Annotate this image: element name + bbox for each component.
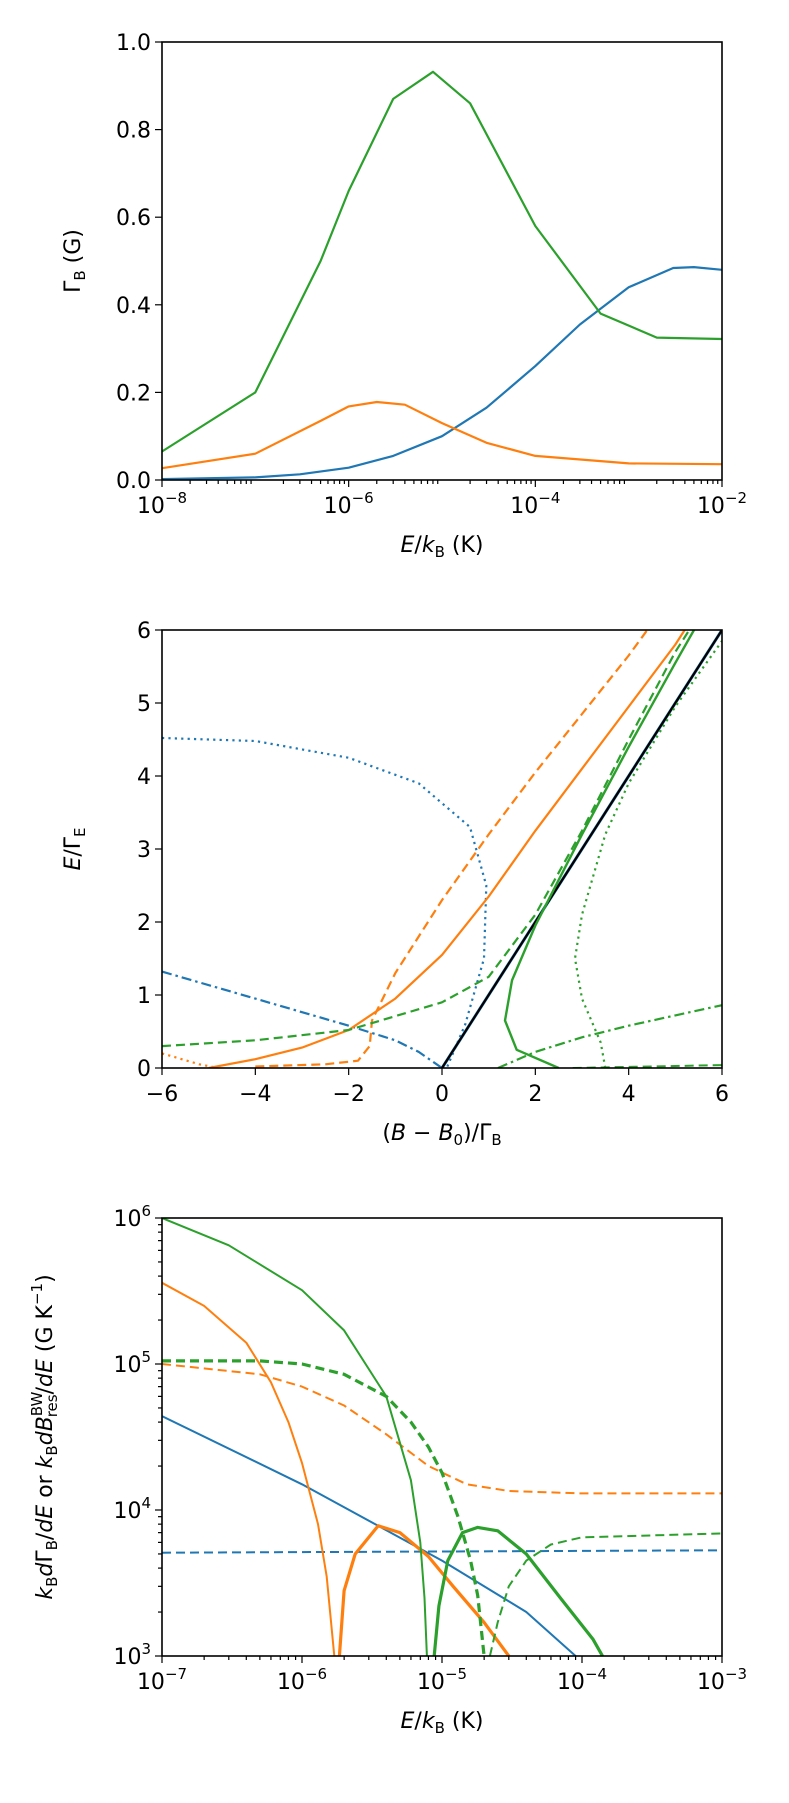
y-tick-label: 103 xyxy=(113,1640,151,1670)
series-green-thick-dashed xyxy=(162,1359,486,1656)
x-tick-label: 10−6 xyxy=(324,489,374,519)
y-tick-label: 0.2 xyxy=(116,381,151,406)
y-axis-label: kBdΓB/dE or kBdBBWres/dE (G K−1) xyxy=(28,1274,61,1599)
y-tick-label: 0.6 xyxy=(116,206,151,231)
series-green-solid xyxy=(503,630,696,1068)
x-tick-label: 0 xyxy=(435,1082,449,1107)
series-orange-dashed xyxy=(162,1363,722,1495)
y-tick-label: 0.0 xyxy=(116,469,151,494)
x-tick-label: 6 xyxy=(715,1082,729,1107)
x-tick-label: 4 xyxy=(622,1082,636,1107)
series-blue-solid xyxy=(162,1415,577,1656)
series-green-dashed xyxy=(162,630,691,1048)
y-tick-label: 1.0 xyxy=(116,31,151,56)
panel-top: 10−8 10−6 10−4 10−2 0.0 0.2 0.4 0.6 0.8 1.0 E/kB (… xyxy=(61,31,747,561)
y-tick-label: 0.8 xyxy=(116,119,151,144)
y-axis-label: E/Γ̄E xyxy=(61,827,89,870)
y-tick-label: 6 xyxy=(137,619,151,644)
series-green xyxy=(162,70,722,453)
series-orange xyxy=(162,400,722,470)
x-tick-label: 10−2 xyxy=(697,489,747,519)
series-blue-dashdot xyxy=(162,970,443,1068)
x-tick-label: 10−4 xyxy=(510,489,560,519)
series-group xyxy=(162,70,722,480)
x-tick-label: 10−4 xyxy=(557,1665,607,1695)
y-tick-label: 5 xyxy=(137,692,151,717)
series-orange-dotted xyxy=(162,1052,219,1068)
series-group xyxy=(162,1218,722,1656)
y-tick-label: 3 xyxy=(137,838,151,863)
series-orange-thin-solid xyxy=(162,1281,336,1656)
x-axis-label: E/kB (K) xyxy=(401,1709,484,1737)
x-tick-label: 2 xyxy=(528,1082,542,1107)
x-tick-label: −6 xyxy=(146,1082,178,1107)
y-tick-label: 4 xyxy=(137,765,151,790)
plot-frame xyxy=(161,41,723,481)
y-tick-label: 106 xyxy=(113,1202,151,1232)
y-tick-label: 0.4 xyxy=(116,294,151,319)
y-axis-label: ΓB (G) xyxy=(61,229,89,293)
x-tick-label: −4 xyxy=(239,1082,271,1107)
x-tick-label: 10−5 xyxy=(417,1665,467,1695)
y-tick-label: 2 xyxy=(137,911,151,936)
x-tick-label: 10−7 xyxy=(137,1665,187,1695)
series-green-baseline xyxy=(572,1064,722,1068)
x-axis-label: (B − B0)/Γ̄B xyxy=(382,1121,501,1149)
series-blue xyxy=(162,266,722,480)
x-tick-label: 10−6 xyxy=(277,1665,327,1695)
series-green-thin-solid xyxy=(162,1218,428,1656)
series-blue-dashed xyxy=(162,1549,722,1554)
y-tick-label: 0 xyxy=(137,1057,151,1082)
series-orange-dashed xyxy=(255,630,649,1068)
x-axis-label: E/kB (K) xyxy=(401,533,484,561)
series-green-thin-dashed xyxy=(488,1532,722,1656)
panel-middle: −6 −4 −2 0 2 4 6 0 1 2 3 4 5 6 (B − B0)/Γ̄B E/Γ̄E xyxy=(61,619,729,1149)
plot-frame xyxy=(161,1217,723,1657)
series-green-dotted xyxy=(573,640,722,1068)
y-tick-label: 105 xyxy=(113,1348,151,1378)
x-tick-label: 10−8 xyxy=(137,489,187,519)
series-green-thick-solid xyxy=(432,1525,604,1656)
series-group xyxy=(162,630,722,1068)
series-orange-solid xyxy=(208,630,686,1068)
series-green-dashdot xyxy=(497,1004,722,1068)
panel-bottom: 10−7 10−6 10−5 10−4 10−3 103 104 105 106 E/kB (K)… xyxy=(28,1202,747,1737)
x-tick-label: 10−3 xyxy=(697,1665,747,1695)
y-tick-label: 1 xyxy=(137,984,151,1009)
plot-frame xyxy=(161,629,723,1069)
y-tick-label: 104 xyxy=(113,1494,151,1524)
series-black xyxy=(441,630,722,1068)
series-orange-thick-solid xyxy=(337,1524,511,1656)
x-tick-label: −2 xyxy=(332,1082,364,1107)
